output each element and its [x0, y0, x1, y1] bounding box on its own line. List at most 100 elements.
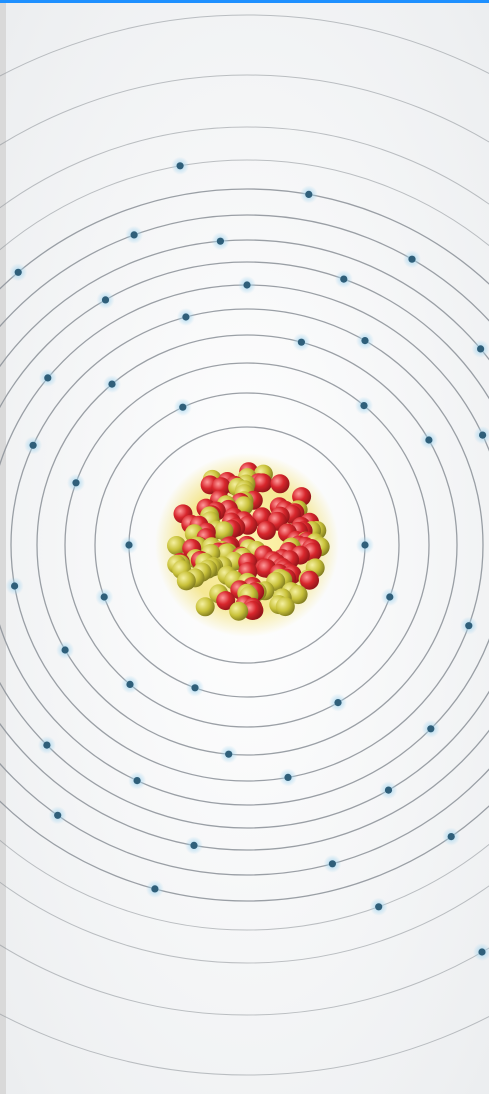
electron — [323, 854, 342, 873]
electron — [120, 536, 138, 554]
orbit-rings — [0, 14, 489, 1076]
electron-dot — [284, 773, 292, 782]
electron — [299, 185, 318, 204]
electron-dot — [29, 441, 37, 449]
electron — [67, 473, 85, 492]
electron — [380, 588, 399, 606]
electron — [355, 396, 373, 415]
electron — [473, 426, 489, 445]
electron-dot — [216, 237, 224, 245]
atom-illustration — [0, 3, 489, 1094]
electron-dot — [72, 479, 80, 487]
electron — [238, 276, 256, 294]
electron — [103, 375, 121, 394]
neutron — [214, 521, 234, 541]
electron — [292, 333, 311, 352]
left-border-strip — [0, 3, 6, 1094]
proton — [300, 570, 319, 590]
electron-dot — [176, 162, 184, 170]
electron-dot — [191, 684, 199, 692]
electron — [5, 577, 24, 595]
electron — [56, 641, 75, 659]
electron-dot — [328, 860, 336, 868]
top-accent-bar — [0, 0, 489, 3]
orbit-ring — [94, 392, 400, 698]
orbit-ring — [64, 362, 430, 728]
electron-dot — [130, 231, 138, 239]
electron-dot — [243, 281, 251, 289]
electron — [145, 879, 164, 898]
electron-dot — [386, 593, 394, 601]
electron-dot — [479, 431, 487, 439]
electron-dot — [133, 777, 141, 785]
electron — [279, 768, 297, 787]
electron-dot — [360, 402, 368, 410]
orbit-ring — [0, 74, 489, 1016]
electron-dot — [101, 296, 110, 304]
electron-dot — [225, 750, 233, 758]
electron-dot — [361, 337, 369, 345]
electron-dot — [61, 646, 69, 654]
electron-dot — [375, 903, 383, 911]
electron-dot — [100, 593, 108, 601]
electron-dot — [11, 582, 19, 590]
proton — [253, 473, 273, 493]
electron-dot — [14, 268, 22, 276]
electron — [96, 290, 115, 309]
neutron — [229, 601, 249, 621]
electron-dot — [425, 436, 433, 444]
orbit-ring — [0, 239, 489, 851]
electron-dot — [340, 275, 348, 283]
proton — [216, 591, 236, 611]
electron — [471, 339, 489, 358]
electron — [38, 368, 57, 387]
electron-dot — [126, 680, 134, 689]
electron — [186, 678, 204, 697]
electron — [171, 156, 190, 175]
orbit-ring — [0, 126, 489, 964]
neutron — [288, 585, 308, 605]
orbit-ring — [0, 159, 489, 931]
neutron — [275, 597, 295, 617]
electron — [176, 308, 195, 326]
electron-dot — [465, 622, 473, 630]
electron — [128, 771, 147, 790]
orbit-ring — [0, 14, 489, 1076]
electron-dot — [384, 786, 393, 794]
electron — [329, 693, 347, 712]
electron-dot — [108, 380, 116, 388]
electron — [95, 588, 114, 606]
proton — [256, 521, 276, 540]
electron — [211, 232, 230, 251]
electron-dot — [478, 948, 486, 956]
orbit-ring — [0, 188, 489, 902]
electron-dot — [361, 541, 369, 549]
electron-dot — [477, 345, 485, 353]
electron — [356, 331, 374, 350]
electron-dot — [151, 885, 159, 893]
electron — [9, 263, 28, 282]
electrons — [5, 156, 489, 961]
electron — [37, 736, 56, 755]
neutron — [167, 536, 186, 555]
electron-dot — [408, 255, 416, 263]
electron-dot — [297, 338, 305, 346]
nucleus — [155, 453, 339, 637]
electron — [219, 745, 238, 764]
neutron — [195, 597, 215, 617]
electron-dot — [125, 541, 133, 549]
orbit-ring — [0, 261, 489, 829]
electron — [356, 536, 374, 554]
orbit-ring — [36, 334, 458, 756]
electron — [121, 675, 139, 694]
electron — [403, 250, 421, 269]
electron-dot — [334, 699, 342, 707]
electron — [419, 431, 438, 449]
neutron — [176, 571, 196, 591]
electron-dot — [427, 725, 435, 733]
electron — [459, 616, 478, 635]
electron-dot — [305, 190, 313, 198]
electron-dot — [179, 403, 187, 411]
proton — [270, 474, 290, 494]
